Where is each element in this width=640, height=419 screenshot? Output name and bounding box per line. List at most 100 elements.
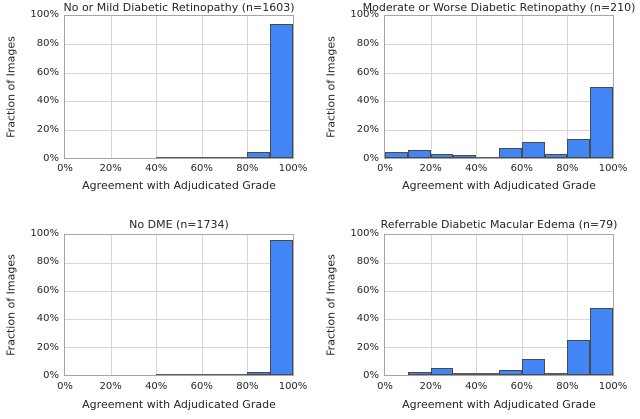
- h-gridline: [65, 347, 293, 348]
- y-tick-label: 20%: [36, 341, 59, 353]
- histogram-bar: [156, 157, 179, 158]
- x-tick-label: 80%: [236, 163, 259, 174]
- v-gridline: [430, 235, 432, 375]
- x-tick-label: 20%: [99, 381, 122, 392]
- histogram-bar: [407, 149, 431, 158]
- y-tick-label: 40%: [36, 95, 59, 107]
- x-axis-label: Agreement with Adjudicated Grade: [402, 398, 596, 411]
- x-tick-label: 80%: [236, 381, 259, 392]
- y-tick-label: 0%: [43, 153, 59, 164]
- h-gridline: [385, 129, 613, 131]
- h-gridline: [385, 72, 613, 74]
- histogram-bar: [544, 153, 568, 158]
- histogram-bar: [247, 152, 271, 158]
- h-gridline: [65, 319, 293, 320]
- y-tick-label: 80%: [36, 37, 59, 49]
- histogram-bar: [430, 367, 454, 375]
- x-tick-label: 100%: [278, 163, 308, 174]
- v-gridline: [567, 16, 569, 158]
- histogram-bar: [270, 239, 293, 375]
- h-gridline: [385, 291, 613, 292]
- y-tick-label: 20%: [356, 341, 379, 353]
- y-axis-label: Fraction of Images: [324, 254, 338, 356]
- chart-no-or-mild-diabetic-retinopathy: No or Mild Diabetic Retinopathy (n=1603)…: [0, 0, 320, 209]
- x-tick-label: 80%: [556, 381, 579, 392]
- v-gridline: [156, 235, 158, 375]
- y-tick-label: 80%: [356, 37, 379, 49]
- v-gridline: [476, 235, 478, 375]
- h-gridline: [65, 263, 293, 264]
- y-tick-label: 100%: [30, 228, 59, 239]
- histogram-bar: [224, 157, 248, 158]
- histogram-bar: [453, 373, 477, 375]
- x-tick-label: 40%: [465, 163, 488, 174]
- histogram-bar: [476, 373, 499, 375]
- histogram-bar: [521, 141, 545, 158]
- chart-title: Moderate or Worse Diabetic Retinopathy (…: [362, 1, 636, 14]
- v-gridline: [521, 16, 523, 158]
- chart-title: No DME (n=1734): [129, 218, 229, 231]
- y-tick-label: 40%: [36, 313, 59, 325]
- histogram-bar: [247, 372, 271, 375]
- histogram-bar: [567, 339, 591, 375]
- v-gridline: [201, 235, 203, 375]
- v-gridline: [521, 235, 523, 375]
- y-tick-label: 20%: [356, 124, 379, 136]
- x-tick-label: 100%: [598, 381, 628, 392]
- histogram-bar: [499, 369, 522, 375]
- y-tick-label: 100%: [30, 9, 59, 20]
- y-tick-label: 60%: [356, 66, 379, 78]
- histogram-bar: [224, 374, 248, 375]
- x-tick-label: 0%: [377, 163, 393, 174]
- histogram-bar: [201, 156, 225, 158]
- x-axis-label: Agreement with Adjudicated Grade: [82, 398, 276, 411]
- x-tick-label: 100%: [278, 381, 308, 392]
- h-gridline: [65, 44, 293, 46]
- chart-referrable-diabetic-macular-edema: Referrable Diabetic Macular Edema (n=79)…: [320, 210, 640, 419]
- x-tick-label: 60%: [190, 381, 213, 392]
- plot-area: [64, 234, 294, 376]
- y-axis-label: Fraction of Images: [324, 36, 338, 138]
- x-axis-label: Agreement with Adjudicated Grade: [402, 179, 596, 192]
- histogram-bar: [453, 155, 477, 158]
- histogram-bar: [499, 147, 522, 158]
- y-tick-label: 0%: [43, 370, 59, 381]
- x-tick-label: 0%: [57, 163, 73, 174]
- x-tick-label: 20%: [419, 381, 442, 392]
- histogram-bar: [407, 371, 431, 375]
- h-gridline: [385, 347, 613, 348]
- y-tick-label: 80%: [36, 256, 59, 268]
- histogram-bar: [270, 23, 293, 158]
- histogram-bar: [201, 374, 225, 375]
- y-tick-label: 40%: [356, 313, 379, 325]
- x-tick-label: 60%: [190, 163, 213, 174]
- x-tick-label: 40%: [465, 381, 488, 392]
- chart-no-dme: No DME (n=1734) Fraction of Images 0% 20% 40…: [0, 210, 320, 419]
- y-axis-label: Fraction of Images: [4, 36, 18, 138]
- histogram-bar: [179, 374, 202, 375]
- y-tick-label: 80%: [356, 256, 379, 268]
- y-tick-label: 40%: [356, 95, 379, 107]
- x-tick-label: 80%: [556, 163, 579, 174]
- x-tick-label: 0%: [377, 381, 393, 392]
- plot-area: [64, 15, 294, 159]
- y-tick-label: 100%: [350, 228, 379, 239]
- x-tick-label: 0%: [57, 381, 73, 392]
- x-tick-label: 100%: [598, 163, 628, 174]
- v-gridline: [567, 235, 569, 375]
- h-gridline: [65, 291, 293, 292]
- y-axis-label: Fraction of Images: [4, 254, 18, 356]
- v-gridline: [156, 16, 158, 158]
- y-tick-label: 60%: [356, 284, 379, 296]
- y-tick-label: 100%: [350, 9, 379, 20]
- h-gridline: [65, 129, 293, 131]
- v-gridline: [110, 16, 112, 158]
- h-gridline: [65, 101, 293, 103]
- v-gridline: [201, 16, 203, 158]
- histogram-bar: [179, 157, 202, 158]
- histogram-bar: [430, 153, 454, 158]
- v-gridline: [430, 16, 432, 158]
- histogram-bar: [476, 157, 499, 158]
- histogram-bar: [590, 87, 613, 158]
